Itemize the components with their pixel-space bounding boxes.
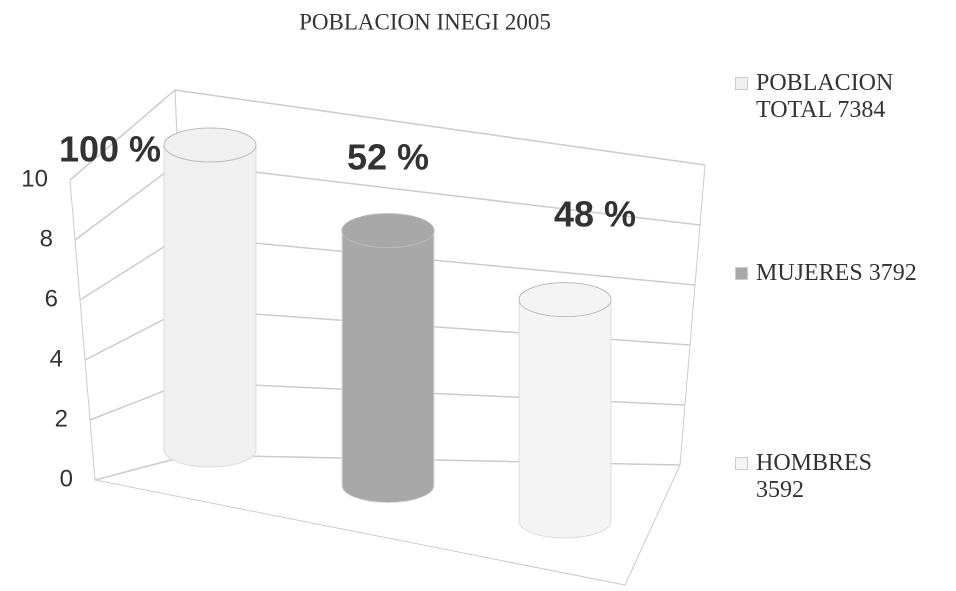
bar-body (341, 230, 435, 504)
bar-top (518, 282, 612, 318)
y-tick-label: 6 (45, 285, 58, 312)
bar (518, 282, 612, 539)
bar-body (518, 299, 612, 539)
y-tick-label: 2 (55, 405, 68, 432)
legend-label: HOMBRES 3592 (756, 450, 873, 503)
legend-swatch (735, 77, 748, 90)
annotation: 100 % (59, 129, 161, 170)
bar-top (341, 213, 435, 249)
grid-line (69, 89, 706, 181)
y-tick-label: 0 (60, 465, 73, 492)
legend-label: POBLACION TOTAL 7384 (756, 70, 894, 123)
y-tick-label: 8 (40, 225, 53, 252)
legend-item: POBLACION TOTAL 7384 (735, 70, 905, 124)
bar (341, 213, 435, 504)
legend-item: MUJERES 3792 (735, 260, 955, 287)
chart-title: POBLACION INEGI 2005 (299, 9, 551, 34)
bar-body (163, 144, 257, 468)
legend-item: HOMBRES 3592 (735, 450, 885, 504)
bar (163, 127, 257, 468)
legend-label: MUJERES 3792 (756, 260, 917, 286)
bar-top (163, 127, 257, 163)
annotation: 52 % (347, 137, 429, 178)
annotation: 48 % (554, 194, 636, 235)
y-tick-label: 10 (21, 165, 48, 192)
legend-swatch (735, 267, 748, 280)
y-tick-label: 4 (50, 345, 63, 372)
legend-swatch (735, 457, 748, 470)
